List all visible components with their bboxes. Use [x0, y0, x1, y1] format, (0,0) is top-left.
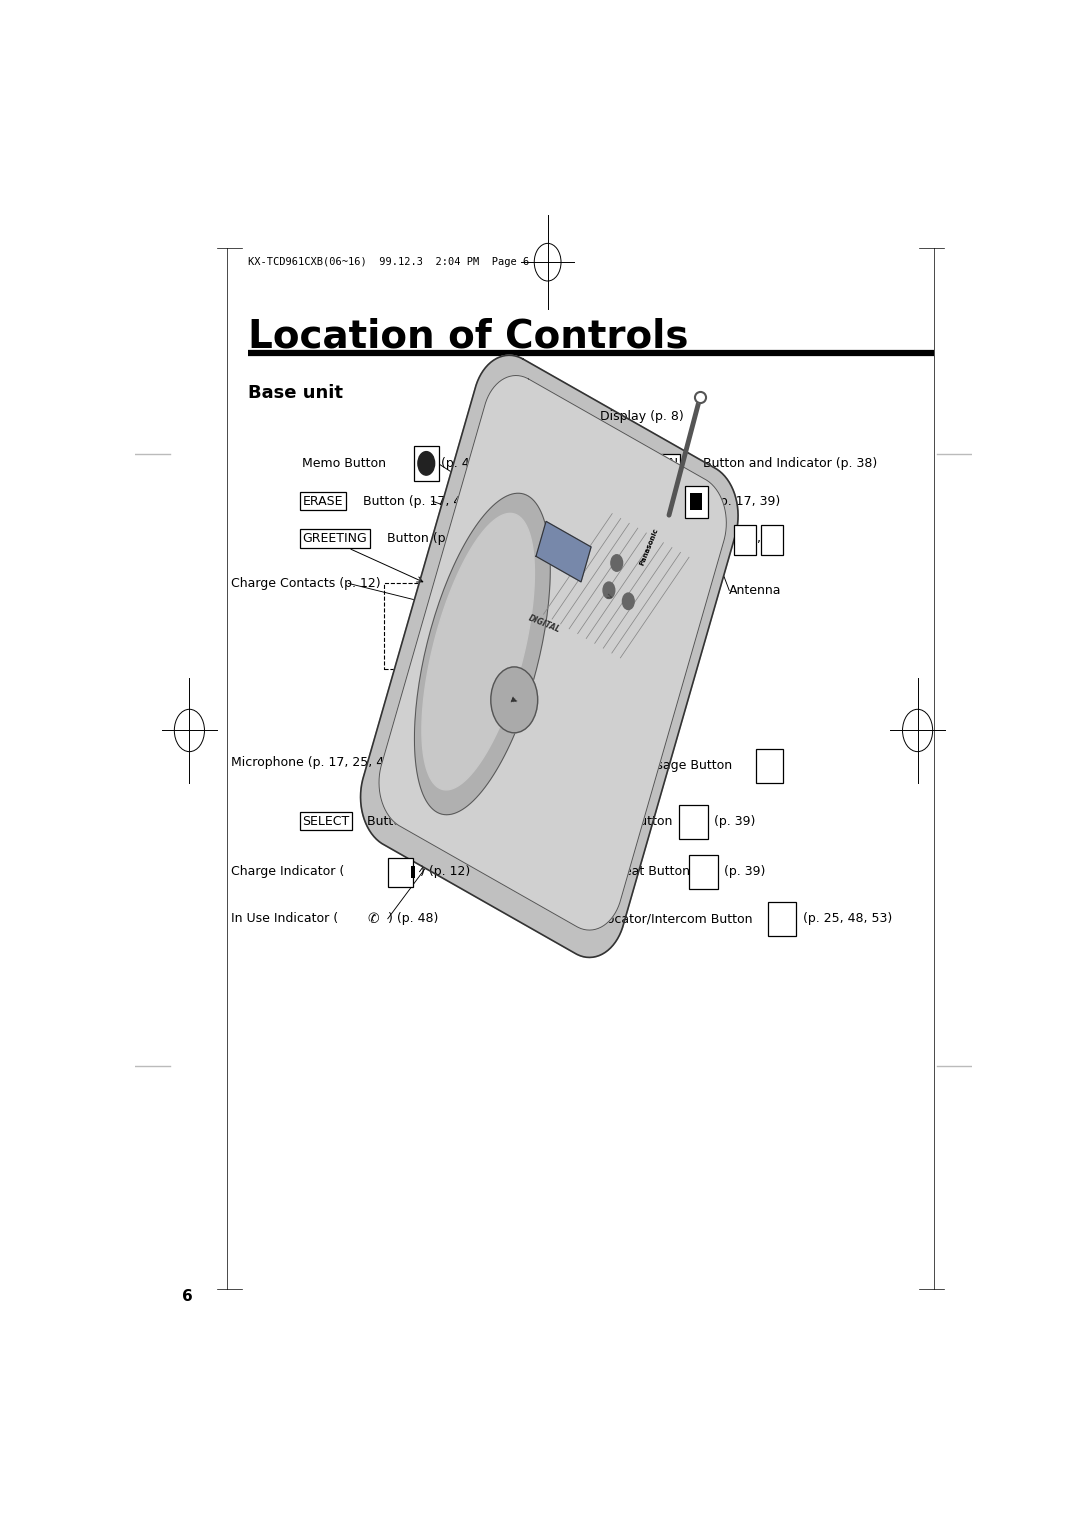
Text: (p. 39): (p. 39)	[599, 785, 640, 798]
Text: (p. 39): (p. 39)	[710, 814, 755, 828]
Text: 6: 6	[181, 1290, 192, 1303]
Text: Memo Button: Memo Button	[302, 457, 390, 471]
Polygon shape	[415, 494, 550, 814]
Polygon shape	[361, 354, 738, 958]
FancyBboxPatch shape	[768, 902, 796, 937]
FancyBboxPatch shape	[761, 524, 783, 555]
Text: ✆: ✆	[367, 912, 379, 926]
FancyBboxPatch shape	[388, 857, 413, 886]
Circle shape	[418, 452, 434, 475]
Text: •): •)	[772, 914, 782, 924]
Text: v: v	[740, 533, 746, 544]
FancyBboxPatch shape	[414, 446, 438, 481]
Text: ▶: ▶	[510, 694, 518, 706]
Text: (p. 40): (p. 40)	[441, 457, 482, 471]
Text: (p. 17): (p. 17)	[599, 558, 642, 571]
Text: KX-TCD961CXB(06~16)  99.12.3  2:04 PM  Page 6: KX-TCD961CXB(06~16) 99.12.3 2:04 PM Page…	[248, 257, 529, 267]
Text: (p. 39): (p. 39)	[720, 865, 766, 879]
FancyBboxPatch shape	[685, 486, 708, 518]
Polygon shape	[536, 521, 591, 582]
Text: ANSWER ON: ANSWER ON	[599, 457, 677, 471]
Polygon shape	[379, 376, 727, 931]
FancyBboxPatch shape	[734, 524, 756, 555]
FancyBboxPatch shape	[679, 805, 707, 839]
Text: Button and Indicator (p. 38): Button and Indicator (p. 38)	[699, 457, 877, 471]
Bar	[411, 866, 416, 877]
FancyBboxPatch shape	[756, 749, 783, 784]
Text: Locator/Intercom Button: Locator/Intercom Button	[599, 912, 756, 926]
Text: Display (p. 8): Display (p. 8)	[599, 410, 684, 423]
Text: ♬(♫): ♬(♫)	[698, 533, 724, 544]
Text: ERASE: ERASE	[302, 495, 343, 507]
Text: ▶▶: ▶▶	[684, 816, 699, 827]
Text: (p. 25, 48, 53): (p. 25, 48, 53)	[799, 912, 892, 926]
Text: Skip Button: Skip Button	[599, 814, 676, 828]
Text: SELECT: SELECT	[302, 814, 350, 828]
Text: ,: ,	[757, 532, 765, 545]
Text: ^: ^	[766, 533, 775, 544]
Text: Button (p. 17, 40): Button (p. 17, 40)	[360, 495, 474, 507]
Text: Repeat Button: Repeat Button	[599, 865, 693, 879]
Circle shape	[611, 555, 622, 571]
Text: ) (p. 12): ) (p. 12)	[420, 865, 470, 879]
Text: In Use Indicator (: In Use Indicator (	[231, 912, 338, 926]
Text: DIGITAL: DIGITAL	[527, 614, 562, 634]
Text: Stop Button: Stop Button	[599, 495, 677, 507]
Text: >: >	[603, 591, 612, 604]
Text: Antenna: Antenna	[729, 584, 782, 597]
Text: Button (p. 17): Button (p. 17)	[382, 532, 474, 545]
Circle shape	[603, 582, 615, 599]
Text: ▶: ▶	[762, 761, 771, 770]
Text: Volume Buttons: Volume Buttons	[599, 532, 702, 545]
Text: Charge Contacts (p. 12): Charge Contacts (p. 12)	[231, 578, 381, 590]
Text: Charge Indicator (: Charge Indicator (	[231, 865, 345, 879]
Text: Panasonic: Panasonic	[639, 527, 660, 567]
Text: Button (p. 53): Button (p. 53)	[363, 814, 454, 828]
Text: Base unit: Base unit	[248, 384, 343, 402]
Bar	[690, 494, 702, 510]
Text: GREETING: GREETING	[302, 532, 367, 545]
FancyBboxPatch shape	[689, 856, 717, 889]
Circle shape	[622, 593, 634, 610]
Text: New Message Button: New Message Button	[599, 759, 735, 772]
Text: ) (p. 48): ) (p. 48)	[388, 912, 438, 926]
Circle shape	[490, 666, 538, 733]
Polygon shape	[422, 513, 535, 790]
Text: Location of Controls: Location of Controls	[248, 318, 688, 356]
Text: Microphone (p. 17, 25, 40): Microphone (p. 17, 25, 40)	[231, 756, 397, 769]
Text: (p. 17, 39): (p. 17, 39)	[711, 495, 780, 507]
Text: ◀◀: ◀◀	[693, 866, 708, 877]
